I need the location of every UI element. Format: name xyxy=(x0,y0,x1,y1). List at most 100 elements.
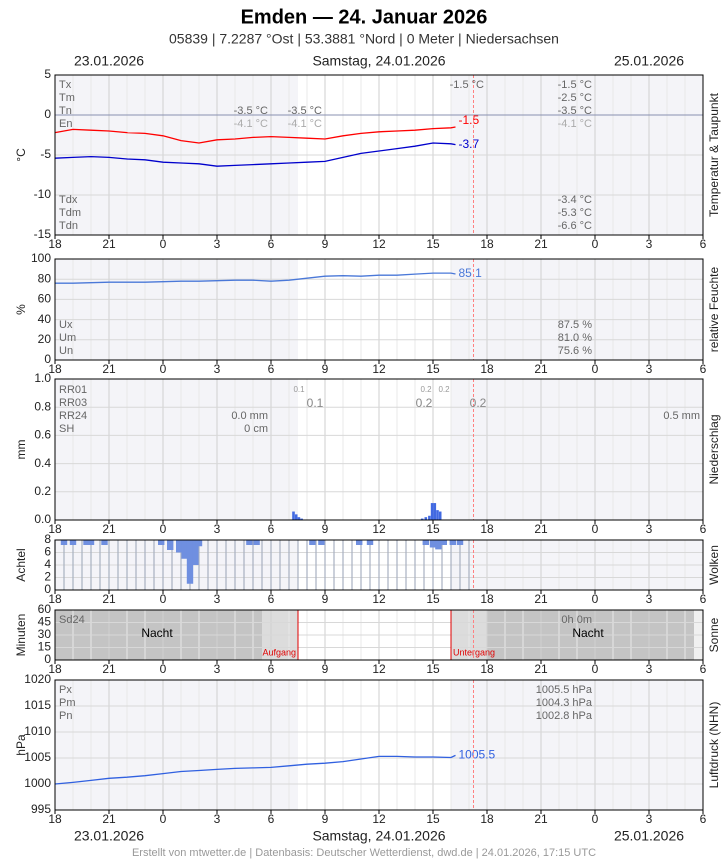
end-value-label: -3.7 xyxy=(459,137,480,151)
side-label: Niederschlag xyxy=(707,414,721,484)
annotation: 1005.5 hPa xyxy=(536,684,593,696)
x-tick-label: 3 xyxy=(646,522,653,536)
annotation: Un xyxy=(59,345,73,357)
x-tick-label: 15 xyxy=(426,662,440,676)
y-tick-label: 2 xyxy=(44,570,51,584)
x-tick-label: 18 xyxy=(480,237,494,251)
y-tick-label: -5 xyxy=(40,147,51,161)
y-tick-label: 0.4 xyxy=(34,456,51,470)
x-tick-label: 15 xyxy=(426,362,440,376)
x-tick-label: 9 xyxy=(322,237,329,251)
x-tick-label: 0 xyxy=(592,522,599,536)
y-axis-label: % xyxy=(14,304,28,315)
x-tick-label: 3 xyxy=(214,522,221,536)
cloud-bar xyxy=(101,540,108,545)
y-tick-label: 4 xyxy=(44,557,51,571)
panel: 18 21 0 3 6 9 12 15 18 21 0 3 6 0.0 0.2 0.4 0.6 0.8 1.0 mm N… xyxy=(14,371,721,536)
line xyxy=(55,272,456,284)
annotation: -4.1 °C xyxy=(234,118,268,130)
annotation: -3.5 °C xyxy=(234,105,268,117)
y-tick-label: 0.2 xyxy=(34,484,51,498)
date: 23.01.2026 xyxy=(74,828,144,844)
y-tick-label: 0.8 xyxy=(34,399,51,413)
annotation: 81.0 % xyxy=(558,332,592,344)
cloud-bar xyxy=(167,540,174,550)
y-axis-label: mm xyxy=(14,440,28,460)
annotation: Tm xyxy=(59,92,75,104)
footer: Erstellt von mtwetter.de | Datenbasis: D… xyxy=(132,847,596,859)
annotation: RR01 xyxy=(59,384,87,396)
annotation: -6.6 °C xyxy=(558,220,592,232)
cloud-bar xyxy=(186,540,194,584)
x-tick-label: 3 xyxy=(214,812,221,826)
cloud-bar xyxy=(449,540,456,545)
x-tick-label: 18 xyxy=(480,592,494,606)
bar xyxy=(430,503,434,520)
date: 25.01.2026 xyxy=(614,828,684,844)
annotation: -3.5 °C xyxy=(558,105,592,117)
bar xyxy=(297,517,301,520)
x-tick-label: 6 xyxy=(268,522,275,536)
bar xyxy=(438,511,442,520)
side-label: Wolken xyxy=(707,545,721,585)
x-tick-label: 12 xyxy=(372,592,386,606)
y-tick-label: 0 xyxy=(44,352,51,366)
x-tick-label: 3 xyxy=(214,662,221,676)
annotation: -3.5 °C xyxy=(288,105,322,117)
cloud-bar xyxy=(366,540,374,545)
bar xyxy=(424,517,428,520)
subtitle: 05839 | 7.2287 °Ost | 53.3881 °Nord | 0 … xyxy=(169,31,559,47)
night-shade xyxy=(55,379,298,520)
x-tick-label: 21 xyxy=(534,362,548,376)
annotation: Tx xyxy=(59,79,72,91)
cloud-bar xyxy=(253,540,260,545)
x-tick-label: 21 xyxy=(102,362,116,376)
annotation: Pn xyxy=(59,710,72,722)
annotation: En xyxy=(59,118,72,130)
annotation: 87.5 % xyxy=(558,319,592,331)
x-tick-label: 6 xyxy=(700,522,707,536)
cloud-bar xyxy=(429,540,437,548)
x-tick-label: 15 xyxy=(426,522,440,536)
annotation: 0.2 xyxy=(438,385,450,394)
sun-event-label: Untergang xyxy=(453,647,495,657)
cloud-bar xyxy=(195,540,203,547)
annotation: Sd24 xyxy=(59,614,85,626)
x-tick-label: 15 xyxy=(426,812,440,826)
y-tick-label: 0 xyxy=(44,107,51,121)
x-tick-label: 21 xyxy=(534,592,548,606)
bar xyxy=(428,515,431,520)
x-tick-label: 21 xyxy=(102,522,116,536)
annotation: Um xyxy=(59,332,76,344)
y-tick-label: 1000 xyxy=(24,776,51,790)
cloud-bar xyxy=(69,540,77,545)
x-tick-label: 0 xyxy=(160,237,167,251)
annotation: 75.6 % xyxy=(558,345,592,357)
x-tick-label: 12 xyxy=(372,237,386,251)
y-tick-label: 1015 xyxy=(24,698,51,712)
line xyxy=(54,126,456,144)
y-tick-label: -15 xyxy=(34,227,52,241)
y-tick-label: 1005 xyxy=(24,750,51,764)
x-tick-label: 3 xyxy=(214,237,221,251)
x-tick-label: 0 xyxy=(592,592,599,606)
panel: 18 21 0 3 6 9 12 15 18 21 0 3 6 -15 -10 -5 0 5 -1.5 -3.7 °C T… xyxy=(14,67,721,251)
annotation: -2.5 °C xyxy=(558,92,592,104)
annotation: -5.3 °C xyxy=(558,207,592,219)
x-tick-label: 18 xyxy=(480,662,494,676)
annotation: Ux xyxy=(59,319,73,331)
bar xyxy=(433,503,437,520)
cloud-bar xyxy=(309,540,316,545)
x-tick-label: 18 xyxy=(480,812,494,826)
y-tick-label: 100 xyxy=(31,251,51,265)
annotation: Tdn xyxy=(59,220,78,232)
annotation: 0 cm xyxy=(244,423,268,435)
x-tick-label: 21 xyxy=(102,592,116,606)
x-tick-label: 12 xyxy=(372,812,386,826)
annotation: -1.5 °C xyxy=(558,79,592,91)
x-tick-label: 9 xyxy=(322,362,329,376)
annotation: SH xyxy=(59,423,74,435)
y-tick-label: 0 xyxy=(44,652,51,666)
x-tick-label: 12 xyxy=(372,662,386,676)
cloud-bar xyxy=(181,540,188,559)
